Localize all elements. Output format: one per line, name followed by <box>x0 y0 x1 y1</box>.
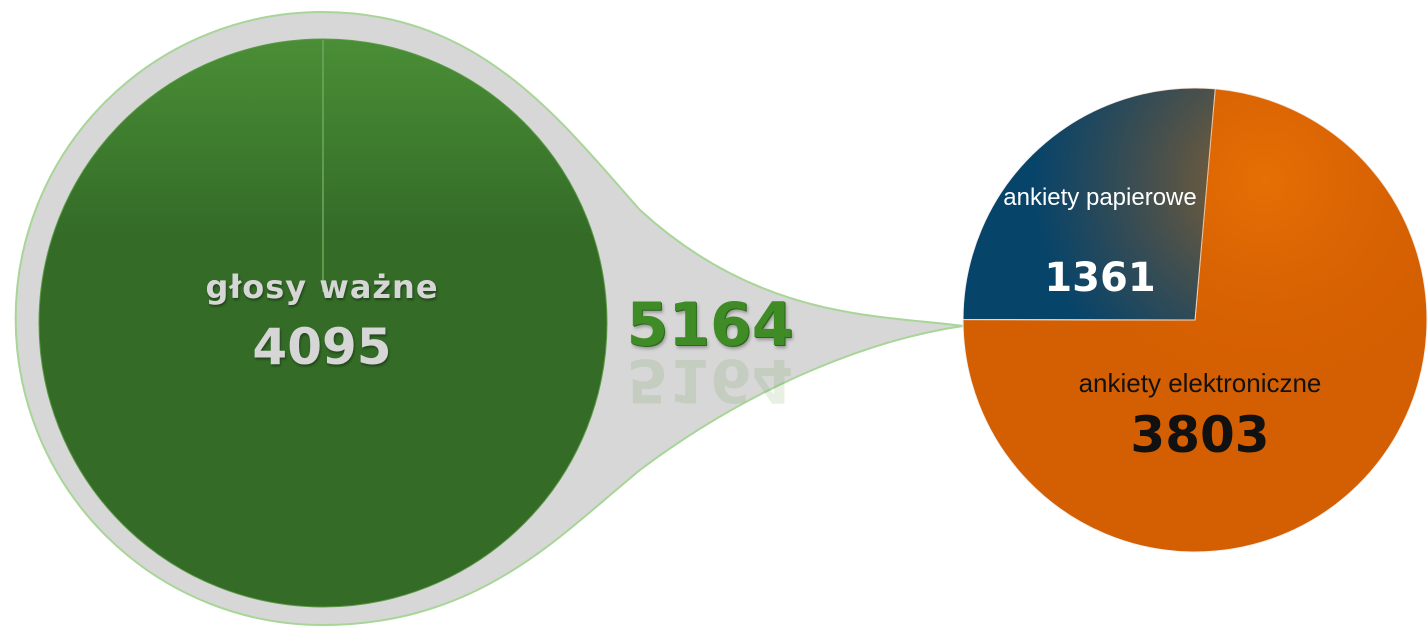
valid-votes-circle <box>38 38 608 608</box>
pie-highlight <box>963 88 1427 552</box>
slice-value-paper: 1361 <box>1044 255 1156 301</box>
slice-label-electronic: ankiety elektroniczne <box>1078 368 1322 398</box>
valid-votes-label: głosy ważne <box>205 268 439 306</box>
pie-group <box>962 87 1428 553</box>
total-value-reflection: 5164 <box>626 345 794 415</box>
slice-value-electronic: 3803 <box>1130 406 1270 464</box>
total-value: 5164 <box>626 290 794 360</box>
valid-votes-value: 4095 <box>252 318 392 376</box>
slice-label-paper: ankiety papierowe <box>1003 184 1197 211</box>
